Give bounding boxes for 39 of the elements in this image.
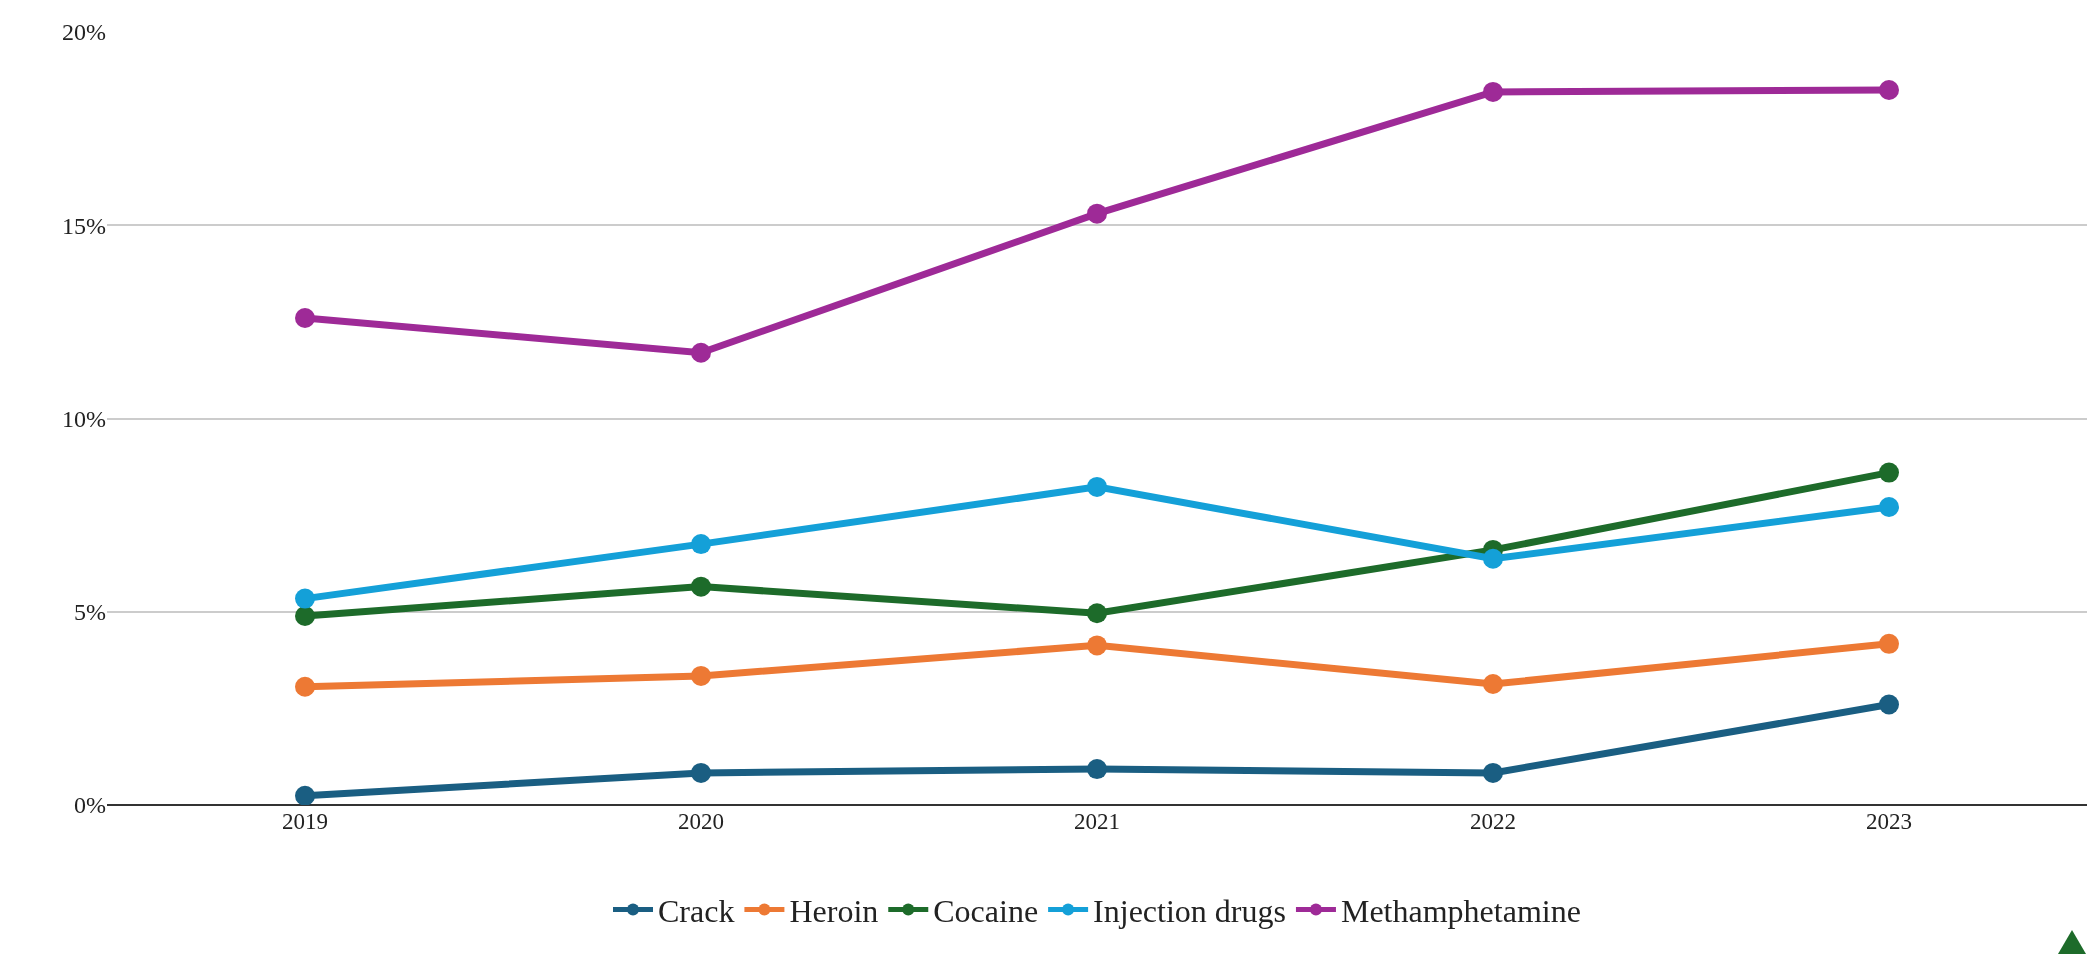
point	[691, 342, 711, 363]
x-tick-label: 2020	[678, 809, 724, 834]
point	[1087, 603, 1107, 624]
point	[1879, 497, 1899, 517]
legend-label: Cocaine	[933, 893, 1039, 930]
point	[1483, 674, 1503, 695]
y-tick-label: 5%	[74, 599, 106, 626]
point	[295, 308, 315, 328]
point	[1483, 548, 1503, 569]
legend-label: Heroin	[789, 893, 879, 930]
legend-label: Crack	[658, 893, 735, 930]
legend-label: Methamphetamine	[1340, 893, 1581, 930]
point	[1483, 81, 1503, 102]
x-tick-label: 2021	[1074, 809, 1120, 834]
point	[1483, 762, 1503, 783]
point	[691, 762, 711, 783]
legend-label: Injection drugs	[1093, 893, 1286, 930]
y-tick-label: 0%	[74, 792, 106, 819]
point	[1087, 203, 1107, 224]
point	[1879, 694, 1899, 715]
point	[295, 588, 315, 609]
x-tick-label: 2019	[282, 809, 328, 834]
point	[1087, 476, 1107, 497]
point	[691, 576, 711, 597]
point	[1879, 462, 1899, 483]
y-tick-label: 20%	[62, 19, 106, 46]
point	[295, 676, 315, 697]
point	[1879, 633, 1899, 654]
x-tick-label: 2022	[1470, 809, 1516, 834]
y-tick-label: 15%	[62, 212, 106, 239]
point	[1087, 635, 1107, 656]
point	[691, 534, 711, 555]
point	[295, 606, 315, 626]
y-tick-label: 10%	[62, 405, 106, 432]
point	[295, 785, 315, 805]
point	[1087, 759, 1107, 780]
point	[691, 665, 711, 686]
x-tick-label: 2023	[1866, 809, 1912, 834]
point	[1879, 79, 1899, 100]
